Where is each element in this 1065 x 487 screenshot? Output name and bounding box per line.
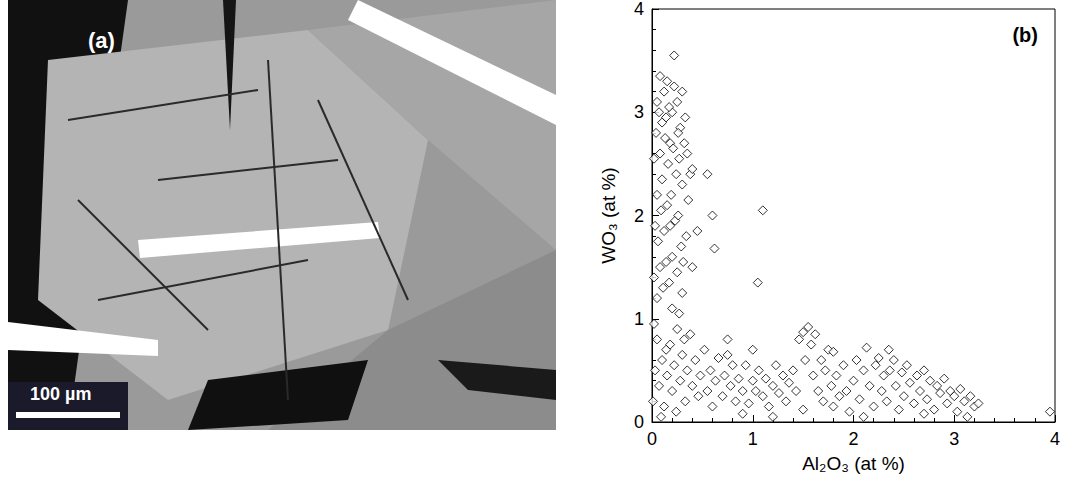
svg-text:3: 3: [949, 429, 959, 449]
svg-text:0: 0: [634, 412, 644, 432]
svg-text:WO₃ (at %): WO₃ (at %): [598, 167, 619, 263]
svg-text:1: 1: [748, 429, 758, 449]
svg-text:0: 0: [647, 429, 657, 449]
svg-text:4: 4: [1050, 429, 1060, 449]
svg-text:2: 2: [634, 206, 644, 226]
svg-text:1: 1: [634, 309, 644, 329]
svg-text:4: 4: [634, 0, 644, 19]
svg-text:Al₂O₃ (at %): Al₂O₃ (at %): [802, 453, 905, 474]
svg-text:3: 3: [634, 102, 644, 122]
svg-text:2: 2: [848, 429, 858, 449]
html-text:100 µm: 100 µm: [30, 384, 92, 404]
svg-text:(b): (b): [1012, 24, 1038, 46]
html-text:(a): (a): [88, 28, 115, 53]
